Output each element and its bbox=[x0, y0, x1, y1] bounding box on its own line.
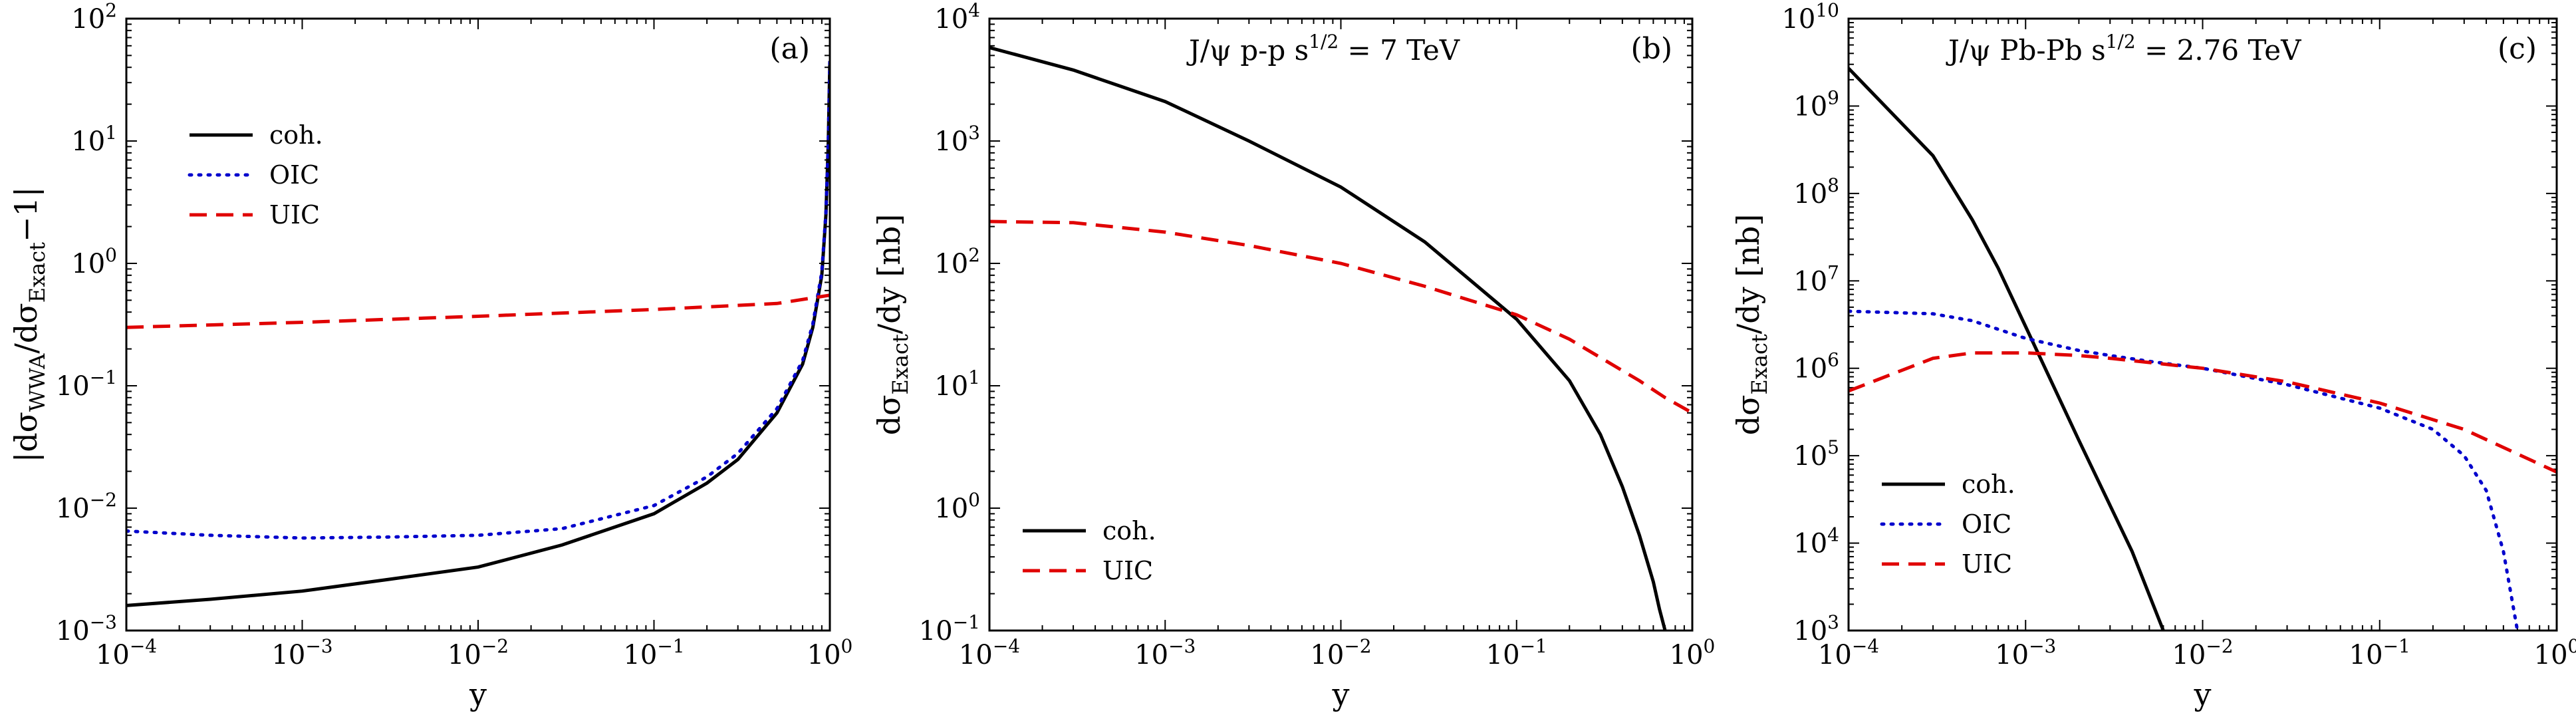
chart-panel-1: 10−4 10−3 10−2 10−1 10010−310−210−1100101102… bbox=[8, 0, 852, 712]
y-tick-label: 107 bbox=[1793, 261, 1839, 297]
panel-label: (c) bbox=[2498, 32, 2537, 66]
x-tick-label: 100 bbox=[807, 635, 853, 670]
x-tick-label: 10−1 bbox=[1486, 635, 1547, 670]
plot-frame bbox=[1847, 17, 2558, 632]
x-tick-label: 10−1 bbox=[2349, 635, 2410, 670]
plot-frame bbox=[988, 17, 1694, 632]
x-tick-label: 10−2 bbox=[2172, 635, 2233, 670]
legend-label: OIC bbox=[1962, 509, 2011, 539]
x-tick-label: 10−3 bbox=[1995, 635, 2056, 670]
legend-label: coh. bbox=[1102, 516, 1156, 545]
y-tick-label: 104 bbox=[1793, 524, 1839, 559]
y-tick-label: 108 bbox=[1793, 174, 1839, 210]
x-axis-label: y bbox=[1332, 676, 1350, 712]
series-line-coh bbox=[1849, 67, 2165, 631]
y-tick-label: 104 bbox=[934, 0, 980, 35]
chart-panel-3: 10−4 10−3 10−2 10−1 100 103 104 105 106 107 108 109… bbox=[1730, 0, 2576, 712]
y-tick-label: 10−1 bbox=[56, 366, 117, 402]
y-tick-label: 101 bbox=[934, 366, 980, 402]
series-line-coh bbox=[126, 61, 830, 607]
series-line-uic bbox=[126, 293, 830, 329]
y-tick-label: 105 bbox=[1793, 436, 1839, 472]
y-tick-label: 10−3 bbox=[56, 611, 117, 646]
annotation: J/ψ p-p s1/2 = 7 TeV bbox=[1186, 31, 1460, 67]
x-tick-label: 100 bbox=[2534, 635, 2576, 670]
x-tick-label: 10−2 bbox=[1310, 635, 1371, 670]
annotation: J/ψ Pb-Pb s1/2 = 2.76 TeV bbox=[1946, 31, 2301, 67]
y-tick-label: 1010 bbox=[1781, 0, 1839, 35]
series-line-oic bbox=[126, 59, 830, 540]
legend-label: coh. bbox=[269, 120, 323, 150]
legend-label: OIC bbox=[269, 160, 319, 190]
y-axis-label: dσExact/dy [nb] bbox=[1730, 214, 1772, 436]
x-tick-label: 10−4 bbox=[959, 635, 1020, 670]
y-tick-label: 100 bbox=[934, 489, 980, 524]
x-tick-label: 10−4 bbox=[1818, 635, 1879, 670]
series-line-coh bbox=[989, 46, 1667, 631]
legend-label: UIC bbox=[1962, 549, 2012, 579]
legend-label: coh. bbox=[1962, 470, 2015, 499]
y-tick-label: 100 bbox=[71, 244, 117, 279]
x-axis-label: y bbox=[469, 676, 487, 712]
x-tick-label: 10−3 bbox=[271, 635, 332, 670]
y-axis-label: dσExact/dy [nb] bbox=[871, 214, 913, 436]
panel-label: (b) bbox=[1631, 32, 1673, 66]
series-line-uic bbox=[1849, 351, 2557, 474]
y-tick-label: 102 bbox=[934, 244, 980, 279]
legend-label: UIC bbox=[269, 200, 320, 229]
x-tick-label: 10−1 bbox=[623, 635, 684, 670]
y-tick-label: 103 bbox=[934, 122, 980, 157]
chart-panel-2: 10−4 10−3 10−2 10−1 100 10−1 100 101 102 103 104 (b… bbox=[871, 0, 1715, 712]
x-axis-label: y bbox=[2194, 676, 2212, 712]
panel-label: (a) bbox=[769, 32, 810, 66]
y-tick-label: 10−1 bbox=[919, 611, 980, 646]
y-tick-label: 103 bbox=[1793, 611, 1839, 646]
y-tick-label: 101 bbox=[71, 122, 117, 157]
y-tick-label: 106 bbox=[1793, 349, 1839, 384]
y-tick-label: 109 bbox=[1793, 86, 1839, 122]
x-tick-label: 10−2 bbox=[448, 635, 509, 670]
y-tick-label: 102 bbox=[71, 0, 117, 35]
x-tick-label: 100 bbox=[1670, 635, 1716, 670]
x-tick-label: 10−4 bbox=[96, 635, 157, 670]
y-axis-label: |dσWWA/dσExact−1| bbox=[8, 187, 50, 463]
series-line-oic bbox=[1849, 309, 2519, 631]
x-tick-label: 10−3 bbox=[1134, 635, 1196, 670]
y-tick-label: 10−2 bbox=[56, 489, 117, 524]
plot-frame bbox=[125, 17, 831, 632]
series-line-uic bbox=[989, 219, 1692, 414]
legend-label: UIC bbox=[1102, 556, 1153, 585]
